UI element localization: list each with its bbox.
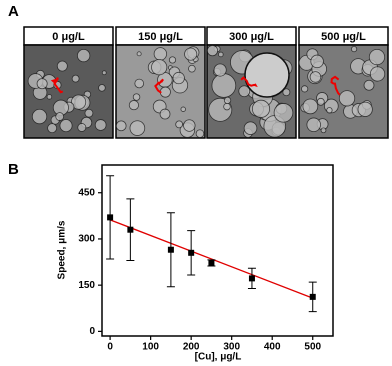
bubble xyxy=(47,123,58,134)
bubble xyxy=(302,98,319,115)
bubble xyxy=(77,48,91,63)
bubble xyxy=(188,64,196,73)
y-tick-label: 450 xyxy=(78,187,95,198)
image-label: 300 μg/L xyxy=(229,31,274,43)
data-point xyxy=(167,246,174,253)
y-tick-label: 150 xyxy=(78,280,95,291)
bubble xyxy=(301,85,309,93)
bubble xyxy=(273,103,294,123)
bubble xyxy=(363,79,375,91)
image-label: 150 μg/L xyxy=(138,31,183,43)
bubble xyxy=(218,51,224,58)
trajectory xyxy=(154,78,164,94)
fit-line xyxy=(109,219,313,299)
bubble xyxy=(71,74,80,83)
bubble xyxy=(195,129,205,138)
bubble xyxy=(309,71,322,83)
y-tick-label: 300 xyxy=(78,234,95,245)
bubble xyxy=(175,120,184,129)
bubble xyxy=(115,120,127,132)
bubble xyxy=(316,97,325,106)
bubble xyxy=(94,119,107,131)
bubble xyxy=(180,106,186,112)
bubble xyxy=(71,94,87,110)
bubble xyxy=(282,88,291,97)
bubble xyxy=(77,123,87,132)
bubble xyxy=(129,120,146,136)
bubble xyxy=(223,96,232,105)
x-tick-label: 0 xyxy=(107,342,113,353)
bubble xyxy=(238,85,251,98)
data-point xyxy=(188,249,195,256)
bubble xyxy=(251,99,271,118)
x-tick-label: 100 xyxy=(142,342,159,353)
bubble xyxy=(338,90,356,107)
y-axis-label: Speed, μm/s xyxy=(57,220,68,279)
panel-letter: B xyxy=(8,161,19,178)
image-label: 500 μg/L xyxy=(321,31,366,43)
bubble xyxy=(132,93,141,101)
bubble xyxy=(206,45,219,57)
bubble xyxy=(153,47,168,61)
bubble xyxy=(306,117,321,133)
data-point xyxy=(309,293,316,300)
bubble xyxy=(56,60,68,72)
bubble xyxy=(172,71,185,85)
bubble xyxy=(98,84,106,92)
bubble xyxy=(59,119,73,133)
bubble xyxy=(223,102,231,111)
bubble xyxy=(101,70,107,76)
data-point xyxy=(127,226,134,233)
bubble xyxy=(151,59,168,76)
bubble xyxy=(168,56,177,64)
x-tick-label: 300 xyxy=(223,342,240,353)
trajectory xyxy=(240,76,258,88)
bubble xyxy=(84,108,94,118)
bubble xyxy=(310,54,324,69)
data-point xyxy=(248,275,255,282)
bubble xyxy=(159,108,171,120)
bubble xyxy=(128,100,139,111)
x-tick-label: 400 xyxy=(264,342,281,353)
bubble xyxy=(213,63,227,77)
bubble xyxy=(350,45,358,53)
bubble xyxy=(136,51,142,57)
panel-letter: A xyxy=(8,3,19,20)
image-label: 0 μg/L xyxy=(52,31,85,43)
bubble xyxy=(211,73,237,98)
bubble xyxy=(46,94,53,100)
bubble xyxy=(36,78,48,90)
x-tick-label: 200 xyxy=(183,342,200,353)
x-axis-label: [Cu], μg/L xyxy=(195,352,242,363)
bubble xyxy=(134,78,145,89)
data-point xyxy=(208,259,215,266)
bubble xyxy=(357,101,373,117)
y-tick-label: 0 xyxy=(89,326,95,337)
bubble xyxy=(368,48,386,66)
trajectory xyxy=(50,77,64,94)
bubble xyxy=(369,66,386,82)
trajectory xyxy=(330,75,341,96)
bubble xyxy=(244,52,290,98)
bubble xyxy=(184,47,198,61)
bubble xyxy=(31,108,48,125)
x-tick-label: 500 xyxy=(304,342,321,353)
bubble xyxy=(183,119,196,132)
image-row: 0 μg/L 150 μg/L 300 μg/L 500 μg/L xyxy=(23,26,389,139)
bubble xyxy=(55,112,65,121)
bubble xyxy=(326,107,333,114)
data-point xyxy=(107,214,114,221)
plot-frame xyxy=(101,164,334,337)
bubble xyxy=(243,121,258,135)
bubble xyxy=(320,127,327,134)
